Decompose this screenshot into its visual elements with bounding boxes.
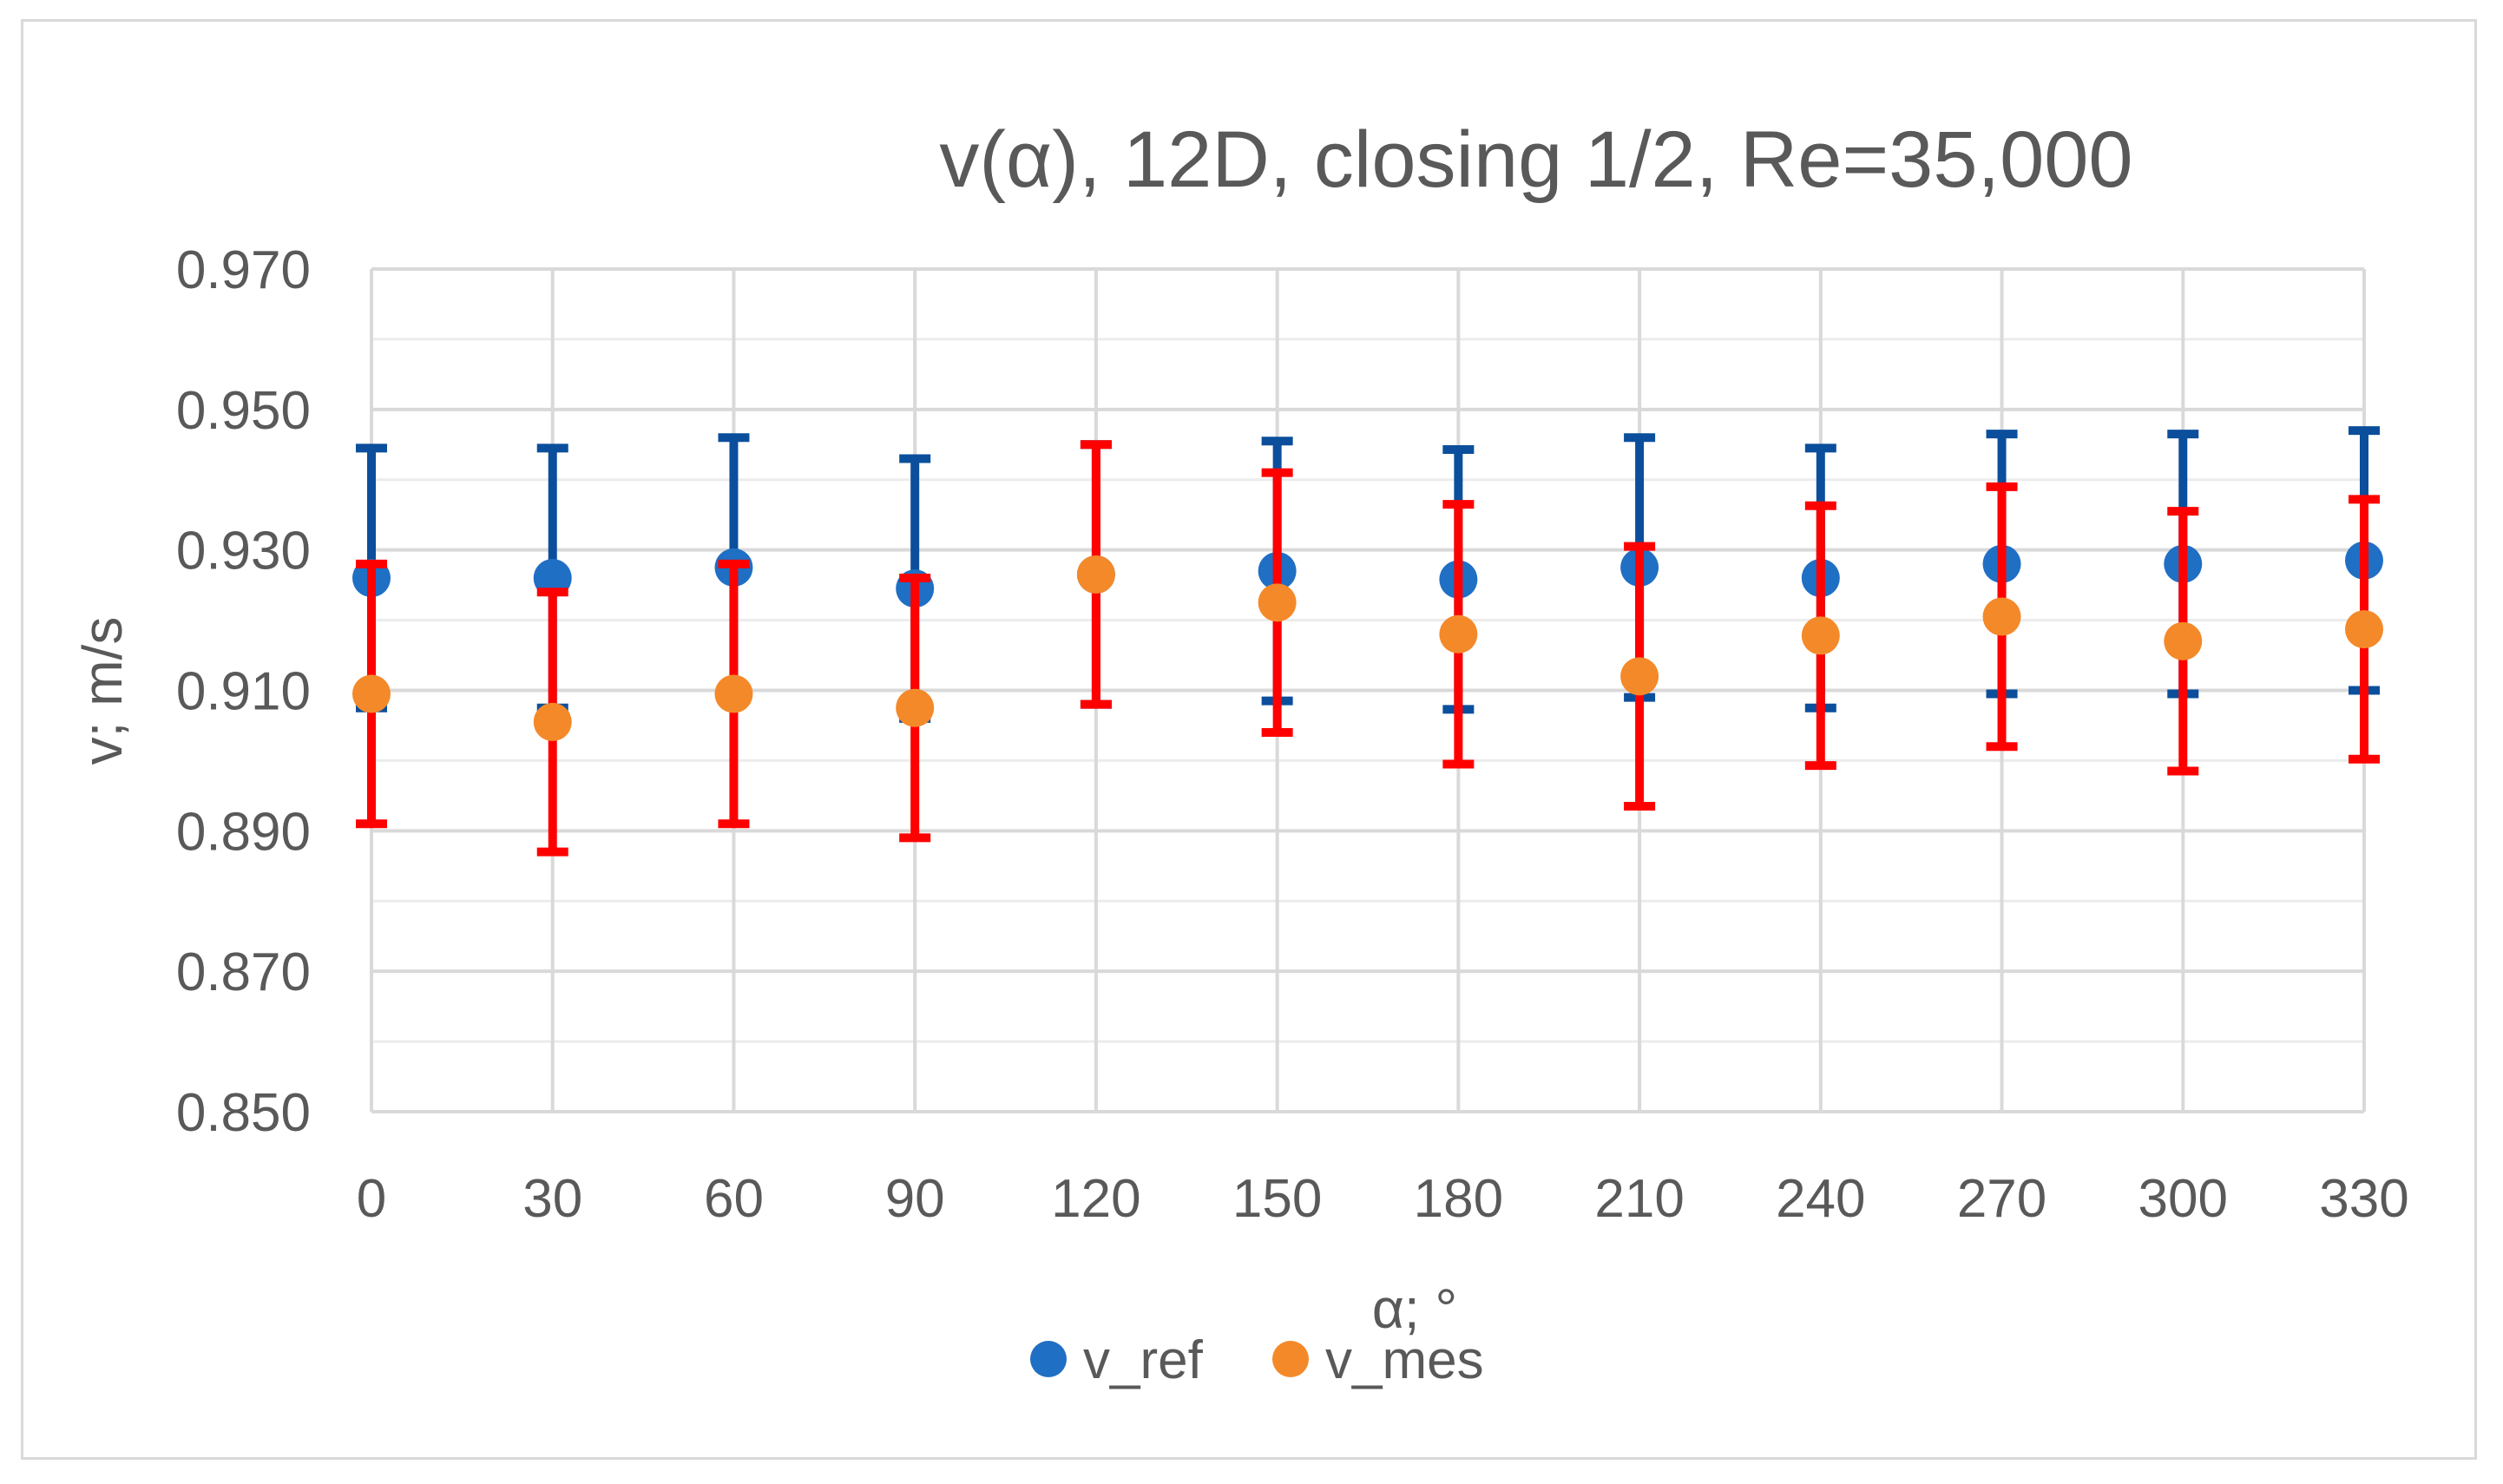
- chart-area: [21, 19, 2477, 1460]
- point-v-mes: [1982, 597, 2021, 636]
- point-v-mes: [1801, 616, 1840, 655]
- series-v-mes: [352, 440, 2383, 857]
- x-tick-label: 240: [1776, 1169, 1865, 1229]
- point-v-mes: [1076, 555, 1115, 594]
- y-axis-label: v; m/s: [71, 617, 134, 765]
- y-tick-label: 0.890: [176, 802, 311, 862]
- x-axis-ticks: 0 30 60 90 120 150 180 210 240 270 300 330: [357, 1169, 2409, 1229]
- grid: [370, 267, 2366, 1113]
- y-tick-label: 0.930: [176, 522, 311, 581]
- legend-marker-v-ref: [1030, 1341, 1067, 1377]
- point-v-mes: [1439, 614, 1478, 653]
- point-v-mes: [2164, 621, 2203, 660]
- point-v-mes: [896, 688, 935, 727]
- point-v-mes: [352, 674, 391, 713]
- x-tick-label: 0: [357, 1169, 386, 1229]
- y-tick-label: 0.950: [176, 381, 311, 441]
- x-tick-label: 210: [1594, 1169, 1684, 1229]
- point-v-mes: [1620, 657, 1659, 696]
- y-tick-label: 0.870: [176, 942, 311, 1002]
- point-v-mes: [1258, 583, 1297, 622]
- chart-title: v(α), 12D, closing 1/2, Re=35,000: [939, 115, 2132, 204]
- x-axis-label: α; °: [1372, 1277, 1457, 1340]
- x-tick-label: 60: [704, 1169, 764, 1229]
- point-v-ref: [533, 559, 572, 598]
- x-tick-label: 150: [1232, 1169, 1322, 1229]
- series-layer: [352, 426, 2383, 857]
- point-v-mes: [714, 674, 753, 713]
- x-tick-label: 180: [1414, 1169, 1503, 1229]
- y-tick-label: 0.910: [176, 662, 311, 722]
- legend-label-v-mes: v_mes: [1325, 1330, 1484, 1390]
- y-tick-label: 0.850: [176, 1083, 311, 1143]
- y-axis-ticks: 0.970 0.950 0.930 0.910 0.890 0.870 0.850: [176, 240, 311, 1143]
- y-tick-label: 0.970: [176, 240, 311, 300]
- legend-marker-v-mes: [1272, 1341, 1309, 1377]
- series-v-ref: [352, 426, 2383, 723]
- x-tick-label: 90: [885, 1169, 945, 1229]
- x-tick-label: 300: [2138, 1169, 2228, 1229]
- x-tick-label: 30: [522, 1169, 582, 1229]
- x-tick-label: 120: [1051, 1169, 1140, 1229]
- legend-label-v-ref: v_ref: [1083, 1330, 1204, 1390]
- point-v-mes: [533, 702, 572, 741]
- x-tick-label: 330: [2319, 1169, 2408, 1229]
- x-tick-label: 270: [1957, 1169, 2046, 1229]
- legend: v_ref v_mes: [1030, 1330, 1484, 1390]
- point-v-mes: [2345, 610, 2383, 649]
